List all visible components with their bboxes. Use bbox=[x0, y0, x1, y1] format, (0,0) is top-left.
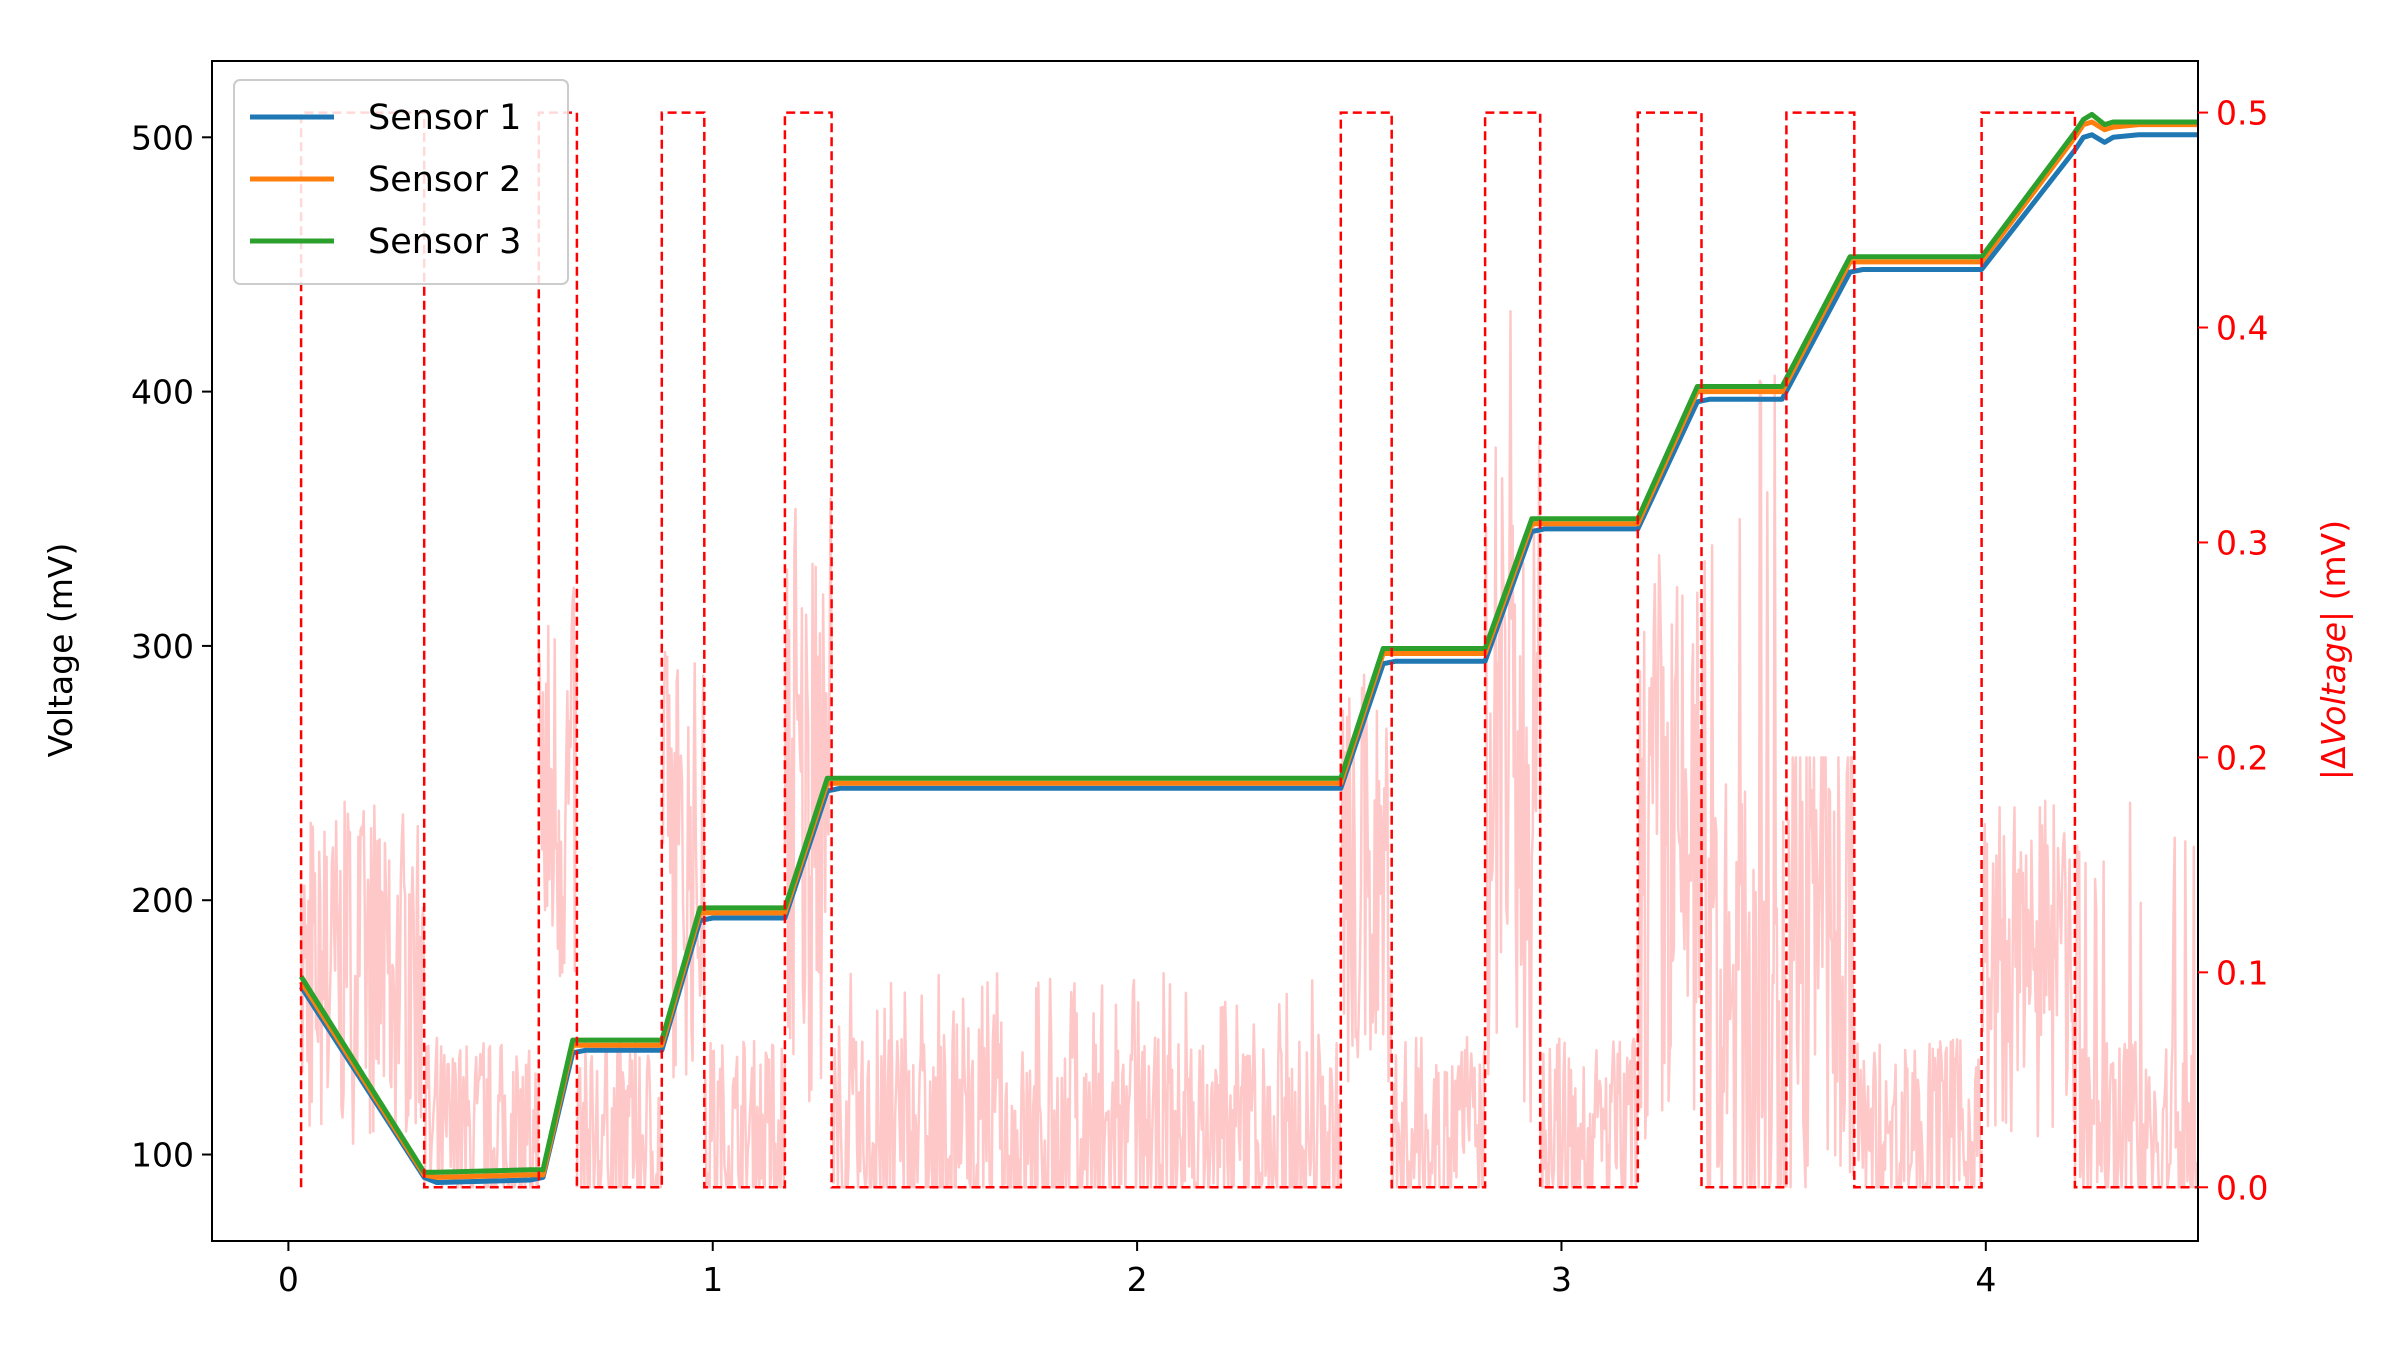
y-axis-label: Voltage (mV) bbox=[41, 543, 80, 758]
x-tick-label: 1 bbox=[702, 1260, 723, 1299]
noise-segment bbox=[2073, 801, 2198, 1189]
legend-box bbox=[233, 79, 569, 285]
legend-label: Sensor 2 bbox=[368, 160, 521, 200]
noise-segment bbox=[1785, 756, 1856, 1189]
x-tick-label: 3 bbox=[1551, 1260, 1572, 1299]
noise-segment bbox=[537, 586, 579, 978]
y2-tick-label: 0.1 bbox=[2216, 953, 2268, 992]
y-axis-right: 0.0 0.1 0.2 0.3 0.4 0.5 bbox=[2198, 94, 2268, 1207]
y2-label-suffix: | (mV) bbox=[2314, 520, 2353, 622]
y-tick-label: 100 bbox=[131, 1136, 194, 1175]
noise-segment bbox=[1700, 374, 1788, 1189]
delta-voltage-noise-series bbox=[299, 310, 2198, 1189]
noise-segment bbox=[1483, 310, 1542, 1123]
noise-segment bbox=[1980, 799, 2077, 1138]
legend-label: Sensor 3 bbox=[368, 222, 521, 262]
x-tick-label: 0 bbox=[278, 1260, 299, 1299]
y2-label-prefix: |Δ bbox=[2314, 746, 2353, 780]
delta-voltage-envelope-line bbox=[299, 111, 2198, 1189]
y-tick-label: 500 bbox=[131, 118, 194, 157]
y2-axis-label: |ΔVoltage| (mV) bbox=[2314, 520, 2353, 780]
y2-tick-label: 0.5 bbox=[2216, 94, 2268, 133]
noise-segment bbox=[1390, 1035, 1487, 1189]
x-axis: 0 1 2 3 4 bbox=[278, 1241, 1996, 1299]
y-tick-label: 300 bbox=[131, 627, 194, 666]
plot-frame bbox=[211, 60, 2199, 1242]
legend: Sensor 1 Sensor 2 Sensor 3 bbox=[233, 79, 569, 285]
noise-segment bbox=[1853, 1038, 1983, 1189]
noise-segment bbox=[299, 800, 426, 1145]
y-tick-label: 200 bbox=[131, 881, 194, 920]
y2-tick-label: 0.0 bbox=[2216, 1168, 2268, 1207]
noise-segment bbox=[783, 497, 833, 1103]
y-axis-left: 100 200 300 400 500 bbox=[131, 118, 212, 1175]
y-tick-label: 400 bbox=[131, 373, 194, 412]
x-tick-label: 2 bbox=[1127, 1260, 1148, 1299]
y2-tick-label: 0.3 bbox=[2216, 523, 2268, 562]
y2-tick-label: 0.4 bbox=[2216, 309, 2268, 348]
x-tick-label: 4 bbox=[1975, 1260, 1996, 1299]
noise-segment bbox=[1636, 554, 1703, 1140]
y2-label-italic: Voltage bbox=[2314, 622, 2353, 746]
noise-segment bbox=[703, 1039, 787, 1189]
delta-voltage-envelope-layer bbox=[299, 111, 2198, 1189]
legend-label: Sensor 1 bbox=[368, 98, 521, 138]
noise-segment bbox=[575, 1038, 664, 1189]
y2-tick-label: 0.2 bbox=[2216, 738, 2268, 777]
